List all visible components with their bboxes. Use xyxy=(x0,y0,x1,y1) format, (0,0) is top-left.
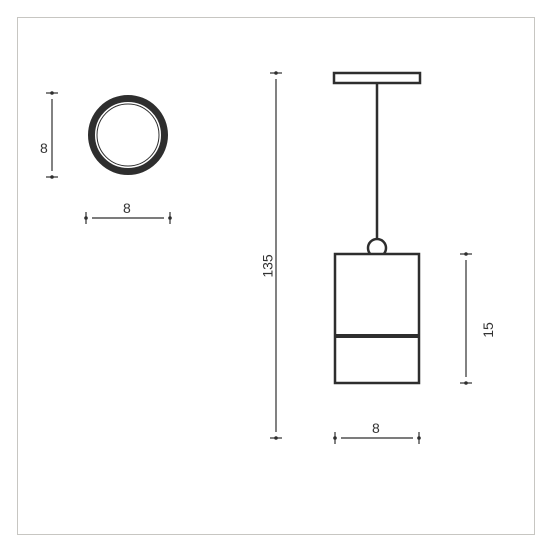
top-width-label: 8 xyxy=(123,200,131,216)
top-height-label: 8 xyxy=(40,140,48,156)
pendant-width-label: 8 xyxy=(372,420,380,436)
body-height-label: 15 xyxy=(480,322,496,338)
total-height-label: 135 xyxy=(260,254,276,277)
